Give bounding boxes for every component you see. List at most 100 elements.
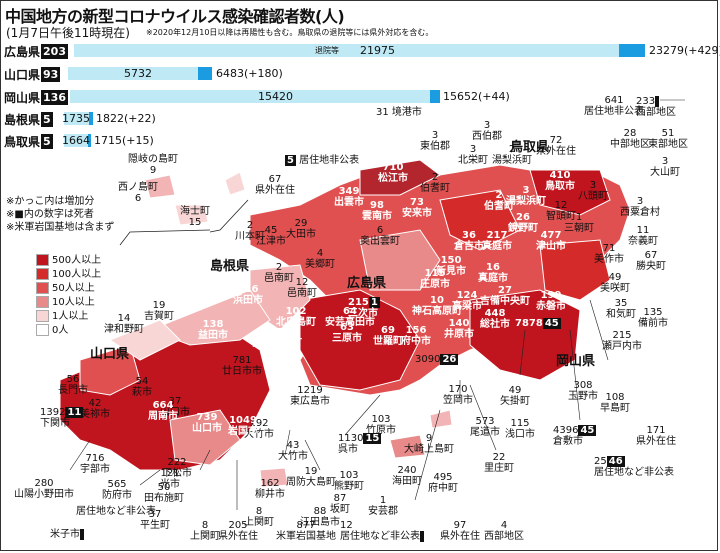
legend-item: 10人以上: [36, 296, 101, 310]
map-label: 12 智頭町: [546, 200, 576, 222]
map-label: 9 大崎上島町: [404, 433, 454, 455]
map-label: 37 平生町: [140, 509, 170, 531]
bar-prev-value: 15420: [258, 90, 293, 103]
map-label: 海士町 15: [180, 206, 210, 228]
map-label: 67 勝央町: [636, 250, 666, 272]
map-label: 11 奈義町: [628, 225, 658, 247]
map-label: 2 川本町: [235, 220, 265, 242]
map-label: 162 柳井市: [255, 478, 285, 500]
map-label: 215 瀬戸内市: [602, 330, 642, 352]
map-label: 54 萩市: [132, 376, 152, 398]
map-label: 102 北広島町: [276, 306, 316, 328]
map-label: 103 竹原市: [366, 414, 396, 436]
bar-row-shimane: 島根県 5: [4, 111, 53, 128]
legend-item: 1人以上: [36, 310, 101, 324]
map-label: 67 県外在住: [255, 174, 295, 196]
map-label: 19 吉賀町: [144, 300, 174, 322]
bar-row-yamaguchi: 山口県 93: [4, 66, 61, 83]
map-label: 7878 45: [515, 318, 561, 329]
map-label: 8 上関町: [190, 520, 220, 542]
map-label: 14 津和野町: [104, 313, 144, 335]
map-label: 171 県外在住: [636, 425, 676, 447]
map-label: 64 安芸高田市: [325, 306, 375, 328]
bar-pref-name: 岡山県: [4, 91, 41, 105]
legend-swatch: [36, 310, 49, 322]
region-label-hiroshima: 広島県: [347, 276, 387, 291]
map-label: 573 尾道市: [470, 416, 500, 438]
map-label: 138 益田市: [198, 319, 228, 341]
map-label: 12 居住地など非公表: [340, 520, 424, 542]
page-title: 中国地方の新型コロナウイルス感染確認者数(人): [5, 7, 345, 26]
map-label: 49 矢掛町: [500, 385, 530, 407]
map-label: 2 邑南町: [264, 262, 294, 284]
map-label: 3 八頭町: [578, 180, 608, 202]
bar-increase: [88, 134, 91, 147]
map-label: 477 津山市: [536, 230, 566, 252]
map-label: 98 雲南市: [362, 200, 392, 222]
note-line: ※■内の数字は死者: [6, 209, 94, 220]
leader-lines: [69, 99, 685, 510]
map-label: 56 長門市: [58, 374, 88, 396]
map-label: 716 宇部市: [80, 453, 110, 475]
map-label: 3 大山町: [650, 156, 680, 178]
map-label: 49 美咲町: [600, 272, 630, 294]
map-label: 217 真庭市: [482, 230, 512, 252]
map-label: 居住地など非公表: [76, 506, 156, 517]
bar-increase: [89, 112, 93, 125]
legend-swatch: [36, 268, 49, 280]
map-label: 308 玉野市: [568, 380, 598, 402]
bar-total-label: 15652(+44): [443, 90, 510, 103]
map-label: 565 防府市: [102, 479, 132, 501]
map-label: 73 安来市: [402, 197, 432, 219]
map-label: 108 早島町: [600, 392, 630, 414]
map-label: 3 北栄町: [458, 144, 488, 166]
note-line: ※かっこ内は増加分: [6, 196, 95, 207]
map-label: 35 和気町: [606, 298, 636, 320]
map-label: 641 居住地非公表: [584, 95, 644, 117]
map-label: 71 美作市: [594, 243, 624, 265]
map-label: 隠岐の島町 9: [128, 154, 178, 176]
map-label: 135 備前市: [638, 307, 668, 329]
bar-deaths-box: 203: [41, 44, 68, 59]
map-label: 42 美祢市: [80, 398, 110, 420]
map-label: 3 東伯郡: [420, 130, 450, 152]
map-label: 72 県外在住: [536, 135, 576, 157]
bar-total-label: 1715(+15): [94, 134, 154, 147]
map-label: 27 吉備中央町: [480, 285, 530, 307]
map-label: 36 倉吉市: [454, 230, 484, 252]
map-label: 192 大竹市: [244, 418, 274, 440]
region-label-okayama: 岡山県: [556, 354, 596, 369]
map-label: 664 周南市: [148, 400, 178, 422]
map-label: 69 世羅町: [373, 325, 403, 347]
map-label: 1219 東広島市: [290, 385, 330, 407]
legend-item: 500人以上: [36, 254, 101, 268]
map-label: 205 県外在住: [218, 520, 258, 542]
legend-item: 50人以上: [36, 282, 101, 296]
map-label: 124 高梁市: [452, 290, 482, 312]
map-label: 170 笠岡市: [443, 384, 473, 406]
bar-deaths-box: 5: [41, 134, 53, 149]
map-label: 37 安芸太田町: [252, 327, 302, 349]
inset-border: [119, 199, 249, 246]
bar-increase: [198, 67, 212, 80]
map-label: 226 浜田市: [233, 284, 263, 306]
map-label: 1 三朝町: [564, 212, 594, 234]
map-label: 19 周防大島町: [286, 466, 336, 488]
bar-pref-name: 島根県: [4, 113, 41, 127]
header-note: ※2020年12月10日以降は再陽性も含む。鳥取県の退院等には県外対応を含む。: [146, 28, 434, 37]
map-label: 877 米軍岩国基地: [276, 520, 336, 542]
map-label: 4 美郷町: [305, 248, 335, 270]
bar-prev-value: 1735: [62, 112, 90, 125]
map-label: 4396 45 倉敷市: [553, 425, 597, 447]
map-land: [59, 159, 631, 488]
region-label-yamaguchi: 山口県: [90, 347, 130, 362]
map-label: 3090 26: [415, 354, 459, 365]
map-label: 1130 15 呉市: [338, 433, 382, 455]
map-label: 199 赤磐市: [536, 290, 566, 312]
map-label: 6 奥出雲町: [360, 225, 400, 247]
map-label: 495 府中町: [428, 472, 458, 494]
legend-swatch: [36, 282, 49, 294]
bar-deaths-box: 93: [41, 67, 61, 82]
bar-row-hiroshima: 広島県 203: [4, 43, 68, 60]
